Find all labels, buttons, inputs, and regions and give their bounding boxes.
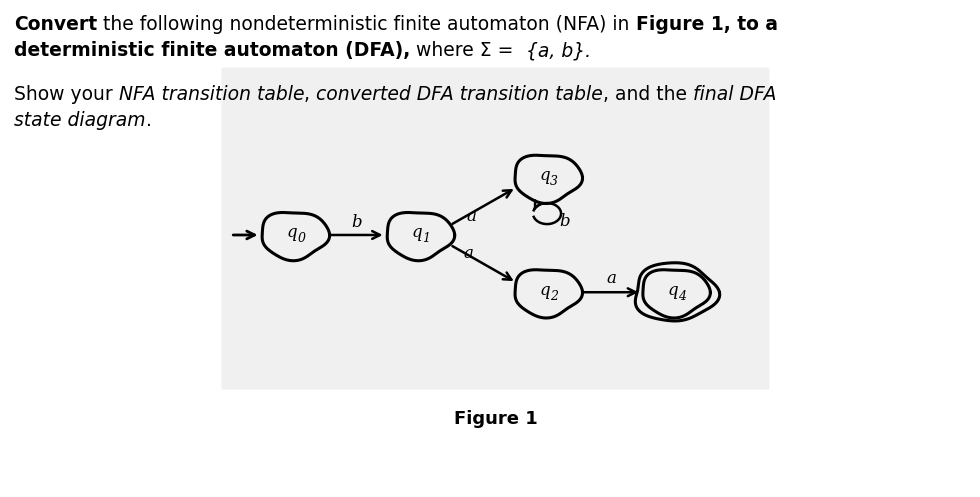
Text: 4: 4 xyxy=(678,290,686,303)
Text: 3: 3 xyxy=(550,175,558,188)
Text: q: q xyxy=(540,167,551,184)
Text: 0: 0 xyxy=(297,233,305,246)
Text: b: b xyxy=(352,215,362,232)
Text: Show your: Show your xyxy=(14,85,119,104)
Text: q: q xyxy=(412,225,422,242)
Text: where Σ =: where Σ = xyxy=(411,41,519,60)
Text: q: q xyxy=(540,282,551,299)
Text: 2: 2 xyxy=(550,290,558,303)
Text: converted DFA transition table: converted DFA transition table xyxy=(317,85,603,104)
Text: {a, b}.: {a, b}. xyxy=(519,41,591,60)
FancyBboxPatch shape xyxy=(221,68,769,390)
Text: 1: 1 xyxy=(422,233,430,246)
Text: NFA transition table: NFA transition table xyxy=(119,85,304,104)
Text: Figure 1, to a: Figure 1, to a xyxy=(635,15,777,34)
Text: ,: , xyxy=(304,85,317,104)
Text: b: b xyxy=(560,213,570,230)
Text: , and the: , and the xyxy=(603,85,693,104)
Text: deterministic finite automaton (DFA),: deterministic finite automaton (DFA), xyxy=(14,41,411,60)
Text: q: q xyxy=(287,225,298,242)
Text: a: a xyxy=(464,245,473,262)
Text: state diagram: state diagram xyxy=(14,111,145,130)
Text: a: a xyxy=(606,270,615,287)
Text: a: a xyxy=(466,208,476,225)
Text: Convert: Convert xyxy=(14,15,97,34)
Text: .: . xyxy=(145,111,151,130)
Text: the following nondeterministic finite automaton (NFA) in: the following nondeterministic finite au… xyxy=(97,15,635,34)
Text: q: q xyxy=(667,282,678,299)
Text: Figure 1: Figure 1 xyxy=(454,410,537,427)
Text: final DFA: final DFA xyxy=(693,85,776,104)
